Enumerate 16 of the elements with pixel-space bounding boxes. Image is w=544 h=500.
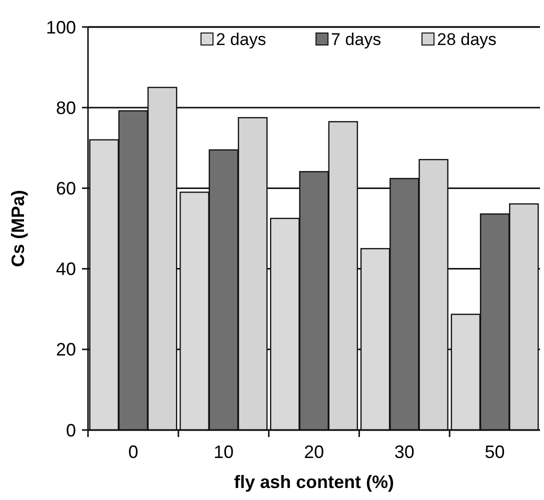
x-tick-label: 20: [304, 442, 324, 462]
y-tick-label: 20: [56, 340, 76, 360]
x-tick-label: 0: [128, 442, 138, 462]
legend-label: 2 days: [216, 30, 266, 49]
y-tick-label: 100: [46, 17, 76, 38]
y-tick-label: 60: [56, 178, 76, 198]
x-tick-label: 50: [484, 442, 505, 462]
y-tick-label: 40: [56, 259, 76, 280]
y-tick-label: 80: [56, 98, 76, 118]
y-tick-label: 0: [66, 420, 76, 440]
legend-label: 7 days: [331, 30, 382, 49]
legend-label: 28 days: [437, 30, 497, 49]
x-tick-label: 30: [394, 442, 414, 462]
x-axis-title: fly ash content (%): [234, 472, 394, 492]
x-tick-label: 10: [214, 442, 234, 462]
y-axis-title: Cs (MPa): [8, 190, 28, 268]
